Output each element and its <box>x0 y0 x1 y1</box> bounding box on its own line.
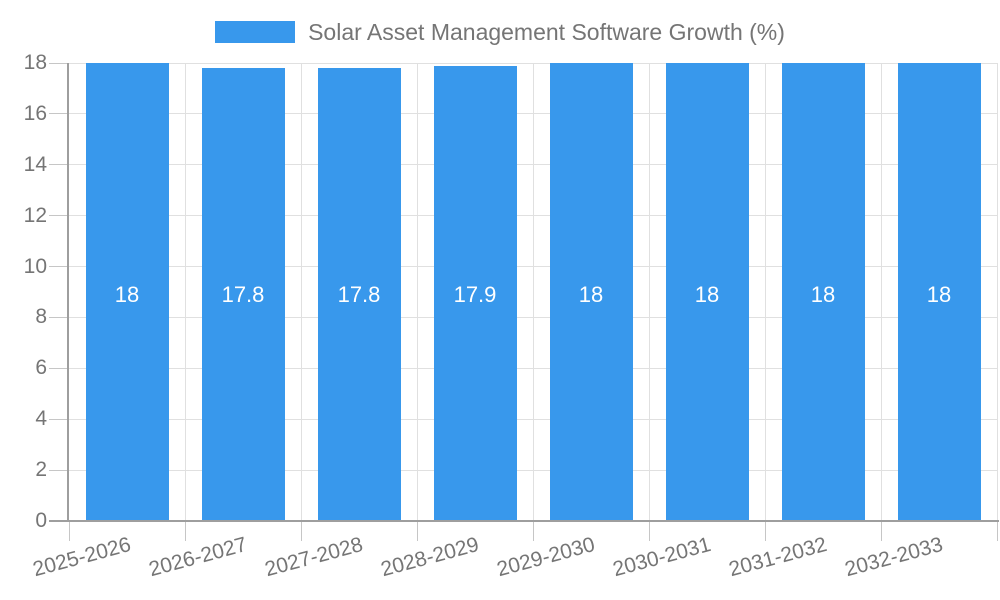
bar[interactable] <box>85 63 169 521</box>
y-axis-tick <box>49 113 69 115</box>
bar-value-label: 18 <box>810 282 836 307</box>
y-axis-tick-label: 4 <box>35 407 47 431</box>
bar[interactable] <box>781 63 865 521</box>
x-axis-tick <box>416 521 418 541</box>
y-axis-tick <box>49 266 69 268</box>
x-axis-line <box>49 520 999 522</box>
x-axis-label-text: 2030-2031 <box>609 533 713 582</box>
legend-label: Solar Asset Management Software Growth (… <box>308 19 785 45</box>
bar-value-label: 18 <box>694 282 720 307</box>
v-gridline <box>300 63 302 521</box>
bar-value-label: 18 <box>926 282 952 307</box>
v-gridline <box>532 63 534 521</box>
y-axis-tick-label: 18 <box>23 51 47 74</box>
x-axis-tick <box>764 521 766 541</box>
y-axis-tick-label: 10 <box>23 254 47 278</box>
x-axis-label-text: 2025-2026 <box>29 533 133 582</box>
y-axis-tick-label: 6 <box>35 356 47 380</box>
bar[interactable] <box>201 68 285 521</box>
bar-value-label: 18 <box>578 282 604 307</box>
y-axis-tick-label: 2 <box>35 458 47 482</box>
bar-value-label: 17.9 <box>453 282 497 307</box>
chart-legend[interactable]: Solar Asset Management Software Growth (… <box>0 19 1000 45</box>
y-axis-tick-label: 8 <box>35 305 47 329</box>
x-axis-tick <box>880 521 882 541</box>
y-axis-tick-label: 14 <box>23 152 47 176</box>
y-axis-tick <box>49 215 69 217</box>
x-axis-label-text: 2031-2032 <box>725 533 829 582</box>
y-axis-tick-label: 0 <box>35 509 47 532</box>
bar[interactable] <box>317 68 401 521</box>
bar[interactable] <box>897 63 981 521</box>
bar-value-label: 17.8 <box>337 282 381 307</box>
y-axis-line <box>67 63 69 521</box>
bar-value-label: 18 <box>114 282 140 307</box>
y-axis-tick <box>49 469 69 471</box>
x-axis-label-text: 2029-2030 <box>493 533 597 582</box>
v-gridline <box>764 63 766 521</box>
y-axis-tick <box>49 418 69 420</box>
x-axis-label-text: 2028-2029 <box>377 533 481 582</box>
v-gridline <box>416 63 418 521</box>
x-axis-tick <box>532 521 534 541</box>
y-axis-tick-label: 16 <box>23 101 47 125</box>
x-axis-label-text: 2032-2033 <box>841 533 945 582</box>
y-axis-tick <box>49 367 69 369</box>
plot-area: 0 2 4 6 8 10 12 14 16 18 18 17.8 17.8 17.9 18 18 18 18 202… <box>24 51 999 581</box>
x-axis-tick <box>184 521 186 541</box>
y-axis-tick <box>49 62 69 64</box>
x-axis-label-text: 2026-2027 <box>145 533 249 582</box>
bar[interactable] <box>665 63 749 521</box>
legend-swatch <box>215 21 296 43</box>
bar[interactable] <box>549 63 633 521</box>
x-axis-tick <box>68 521 70 541</box>
y-axis-tick <box>49 316 69 318</box>
x-axis-label-text: 2027-2028 <box>261 533 365 582</box>
x-axis-tick <box>300 521 302 541</box>
x-axis-tick <box>648 521 650 541</box>
v-gridline <box>184 63 186 521</box>
bar-value-label: 17.8 <box>221 282 265 307</box>
bar[interactable] <box>433 65 517 521</box>
x-axis-tick <box>996 521 998 541</box>
y-axis-tick-label: 12 <box>23 203 47 227</box>
y-axis-tick <box>49 164 69 166</box>
v-gridline <box>648 63 650 521</box>
v-gridline <box>880 63 882 521</box>
v-gridline <box>996 63 998 521</box>
